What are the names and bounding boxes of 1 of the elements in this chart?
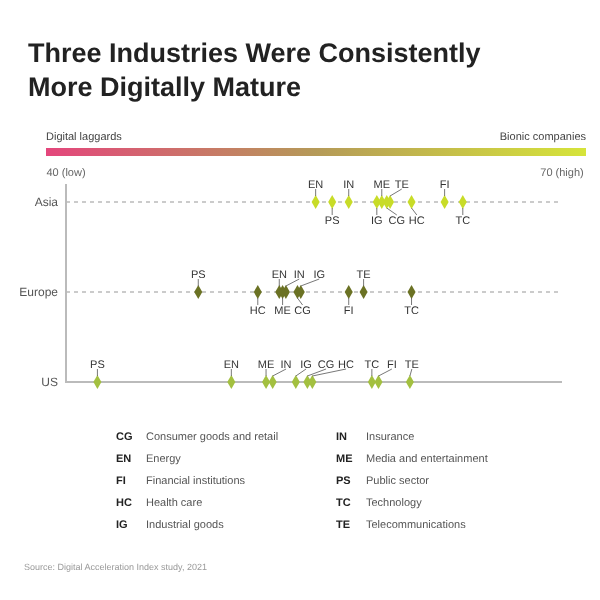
chart-title: Three Industries Were Consistently More Digitally Mature <box>28 38 482 102</box>
